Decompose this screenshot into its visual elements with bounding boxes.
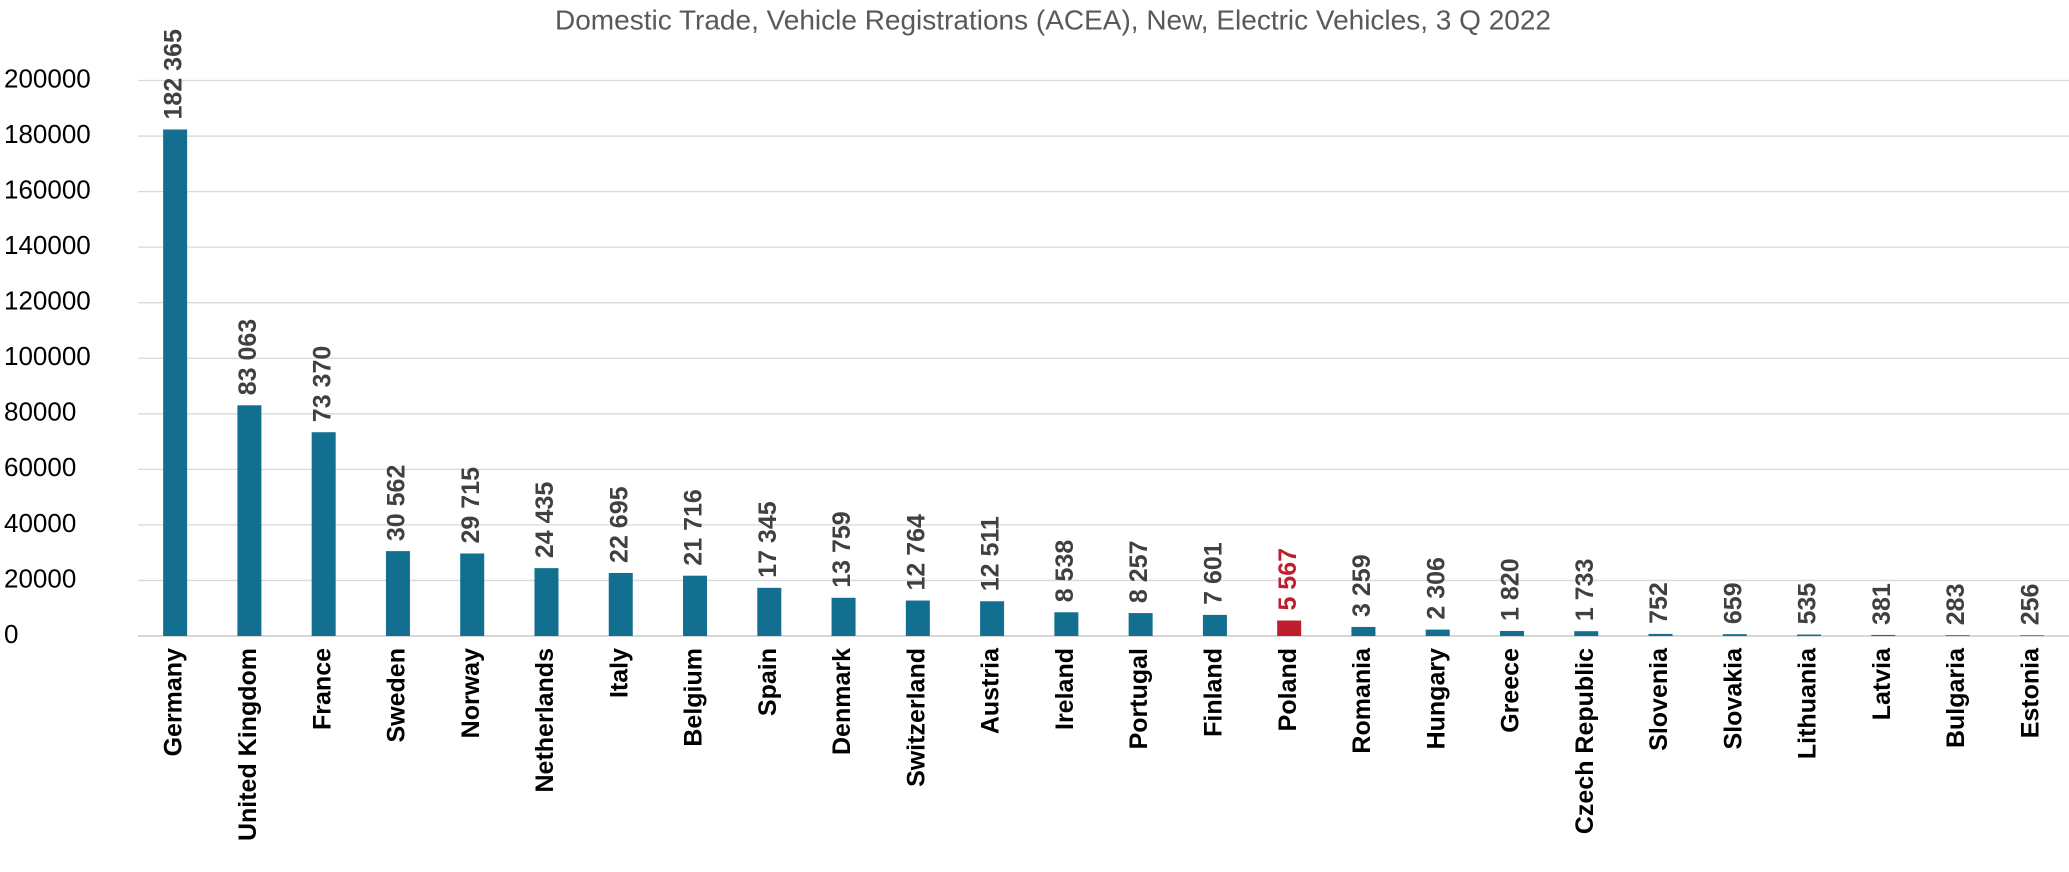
y-tick-label: 160000 (4, 174, 91, 204)
bar (311, 432, 336, 636)
bar (163, 129, 188, 637)
bar (1797, 634, 1822, 636)
bar (1128, 613, 1153, 636)
bar (905, 600, 930, 636)
value-label: 535 (1794, 583, 1822, 625)
x-tick-label: Portugal (1125, 648, 1153, 749)
value-label: 381 (1868, 583, 1896, 625)
y-tick-label: 140000 (4, 230, 91, 260)
y-tick-label: 20000 (4, 563, 76, 593)
value-label: 17 345 (754, 501, 782, 578)
bar (831, 597, 856, 636)
value-label: 12 764 (902, 514, 930, 591)
value-label: 5 567 (1274, 548, 1302, 611)
bar (1054, 612, 1079, 636)
bar (1351, 626, 1376, 636)
bar (1722, 634, 1747, 636)
value-label: 3 259 (1348, 554, 1376, 617)
x-tick-label: Slovakia (1719, 647, 1747, 750)
value-label: 752 (1645, 582, 1673, 624)
y-tick-label: 40000 (4, 508, 76, 538)
x-tick-label: Norway (457, 648, 485, 738)
bar (237, 405, 262, 636)
x-tick-label: Denmark (828, 648, 856, 755)
bar (1277, 620, 1302, 636)
value-label: 8 538 (1051, 540, 1079, 603)
value-label: 21 716 (680, 489, 708, 565)
value-label: 1 733 (1571, 559, 1599, 622)
value-label: 256 (2016, 584, 2044, 626)
bar (1499, 630, 1524, 636)
x-tick-label: Belgium (680, 648, 708, 747)
x-tick-label: Romania (1348, 647, 1376, 754)
bar (460, 553, 485, 636)
x-tick-label: Bulgaria (1942, 647, 1970, 748)
x-tick-label: Italy (605, 648, 633, 698)
bar (1945, 635, 1970, 636)
y-tick-label: 80000 (4, 397, 76, 427)
value-label: 2 306 (1422, 557, 1450, 620)
value-label: 22 695 (605, 486, 633, 563)
x-tick-label: Latvia (1868, 647, 1896, 720)
x-tick-label: Estonia (2016, 647, 2044, 738)
y-tick-label: 100000 (4, 341, 91, 371)
chart-title: Domestic Trade, Vehicle Registrations (A… (555, 4, 1551, 35)
bar (683, 575, 708, 636)
x-tick-label: Switzerland (902, 648, 930, 787)
value-label: 12 511 (977, 516, 1005, 591)
value-label: 73 370 (308, 346, 336, 422)
x-tick-label: France (308, 648, 336, 730)
x-tick-label: Ireland (1051, 648, 1079, 730)
y-tick-label: 60000 (4, 452, 76, 482)
y-tick-label: 0 (4, 619, 18, 649)
bar (2019, 635, 2044, 636)
bar (1574, 631, 1599, 636)
x-tick-label: Czech Republic (1571, 648, 1599, 834)
value-label: 24 435 (531, 482, 559, 559)
x-tick-label: Poland (1274, 648, 1302, 731)
value-label: 1 820 (1497, 558, 1525, 621)
x-tick-label: Lithuania (1794, 647, 1822, 759)
bar (1425, 629, 1450, 636)
bar (608, 572, 633, 636)
y-tick-label: 180000 (4, 119, 91, 149)
x-tick-label: Slovenia (1645, 647, 1673, 751)
bar (534, 568, 559, 636)
value-label: 30 562 (383, 465, 411, 541)
bar (1202, 614, 1227, 636)
x-tick-label: Spain (754, 648, 782, 716)
y-tick-label: 120000 (4, 286, 91, 316)
value-label: 7 601 (1200, 542, 1228, 605)
y-tick-label: 200000 (4, 63, 91, 93)
value-label: 659 (1719, 582, 1747, 624)
value-label: 182 365 (160, 29, 188, 119)
bar (385, 551, 410, 636)
value-label: 83 063 (234, 319, 262, 395)
value-label: 8 257 (1125, 541, 1153, 604)
x-tick-label: Sweden (383, 648, 411, 742)
x-tick-label: Germany (160, 648, 188, 756)
value-label: 13 759 (828, 511, 856, 587)
x-tick-label: Hungary (1422, 648, 1450, 750)
value-label: 283 (1942, 583, 1970, 625)
x-tick-label: United Kingdom (234, 648, 262, 841)
x-tick-label: Finland (1200, 648, 1228, 737)
bar (757, 587, 782, 636)
bar (980, 601, 1005, 636)
x-tick-label: Netherlands (531, 648, 559, 792)
bar (1648, 633, 1673, 636)
bar (1871, 634, 1896, 636)
x-tick-label: Austria (977, 647, 1005, 734)
value-label: 29 715 (457, 467, 485, 544)
x-tick-label: Greece (1497, 648, 1525, 733)
